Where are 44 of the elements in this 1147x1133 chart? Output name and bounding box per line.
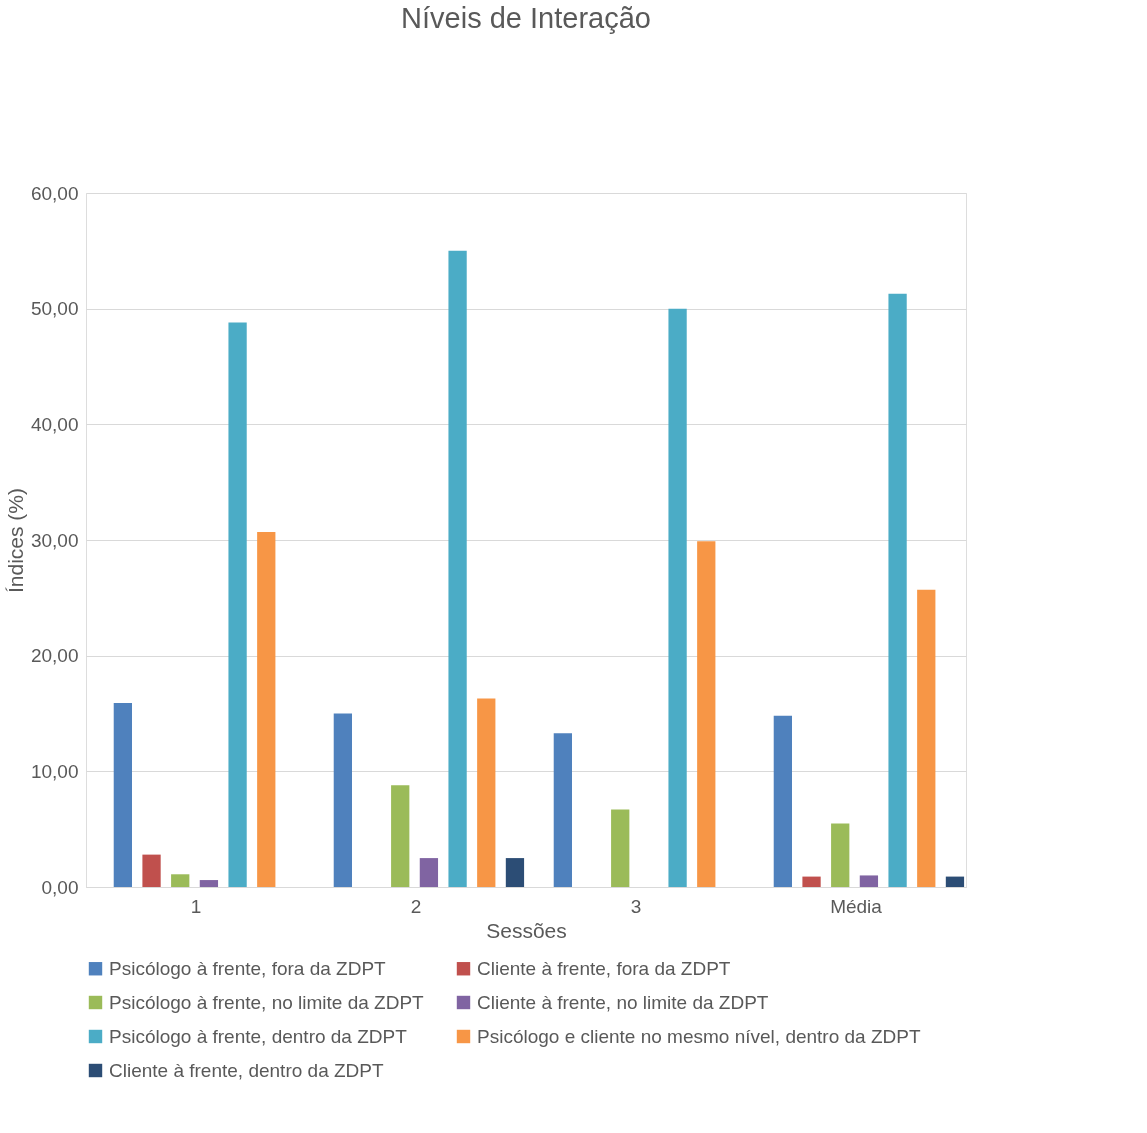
y-tick-label: 0,00 [41, 876, 79, 898]
chart-title: Níveis de Interação [401, 2, 651, 34]
y-axis-title: Índices (%) [3, 487, 27, 594]
legend-label: Cliente à frente, no limite da ZDPT [477, 991, 769, 1013]
bar [505, 858, 525, 887]
legend-label: Psicólogo à frente, no limite da ZDPT [109, 991, 425, 1013]
bar [391, 785, 410, 887]
bar [888, 293, 907, 887]
bar [831, 823, 850, 887]
bar [199, 880, 219, 887]
y-tick-label: 20,00 [30, 645, 79, 667]
legend-label: Psicólogo e cliente no mesmo nível, dentro da ZDPT [477, 1025, 921, 1047]
bar [553, 733, 572, 887]
legend-label: Psicólogo à frente, fora da ZDPT [109, 957, 387, 979]
bar [448, 250, 467, 887]
y-tick-label: 10,00 [30, 760, 79, 782]
y-tick-label: 50,00 [30, 298, 79, 320]
bar [668, 308, 687, 887]
bar [917, 589, 936, 887]
bar [802, 876, 821, 887]
bar [945, 876, 965, 887]
x-tick-label: 3 [630, 895, 642, 917]
bar [697, 541, 716, 887]
bar [113, 703, 132, 887]
x-tick-label: 1 [190, 895, 202, 917]
y-tick-label: 60,00 [30, 182, 79, 204]
bar [171, 874, 190, 887]
x-tick-label: 2 [410, 895, 422, 917]
x-axis-title: Sessões [486, 918, 567, 942]
bar [773, 715, 792, 887]
bar [419, 858, 439, 887]
x-tick-label: Média [830, 895, 883, 917]
bar [228, 322, 247, 887]
legend-label: Cliente à frente, dentro da ZDPT [109, 1059, 384, 1081]
y-tick-label: 40,00 [30, 413, 79, 435]
legend-label: Psicólogo à frente, dentro da ZDPT [109, 1025, 408, 1047]
bar [611, 809, 630, 887]
bar [333, 713, 352, 887]
y-tick-label: 30,00 [30, 529, 79, 551]
bar [859, 875, 879, 887]
bar [477, 698, 496, 887]
bar [257, 531, 276, 887]
bar [142, 854, 161, 887]
legend-label: Cliente à frente, fora da ZDPT [477, 957, 731, 979]
